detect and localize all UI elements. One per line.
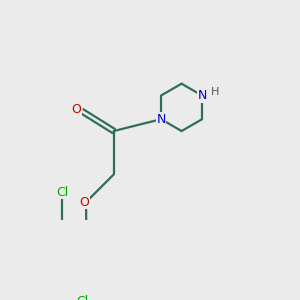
Text: N: N: [156, 113, 166, 126]
Text: H: H: [211, 87, 219, 98]
Text: O: O: [79, 196, 89, 208]
Text: N: N: [197, 89, 207, 102]
Text: O: O: [71, 103, 81, 116]
Text: Cl: Cl: [56, 186, 68, 199]
Text: Cl: Cl: [76, 295, 88, 300]
